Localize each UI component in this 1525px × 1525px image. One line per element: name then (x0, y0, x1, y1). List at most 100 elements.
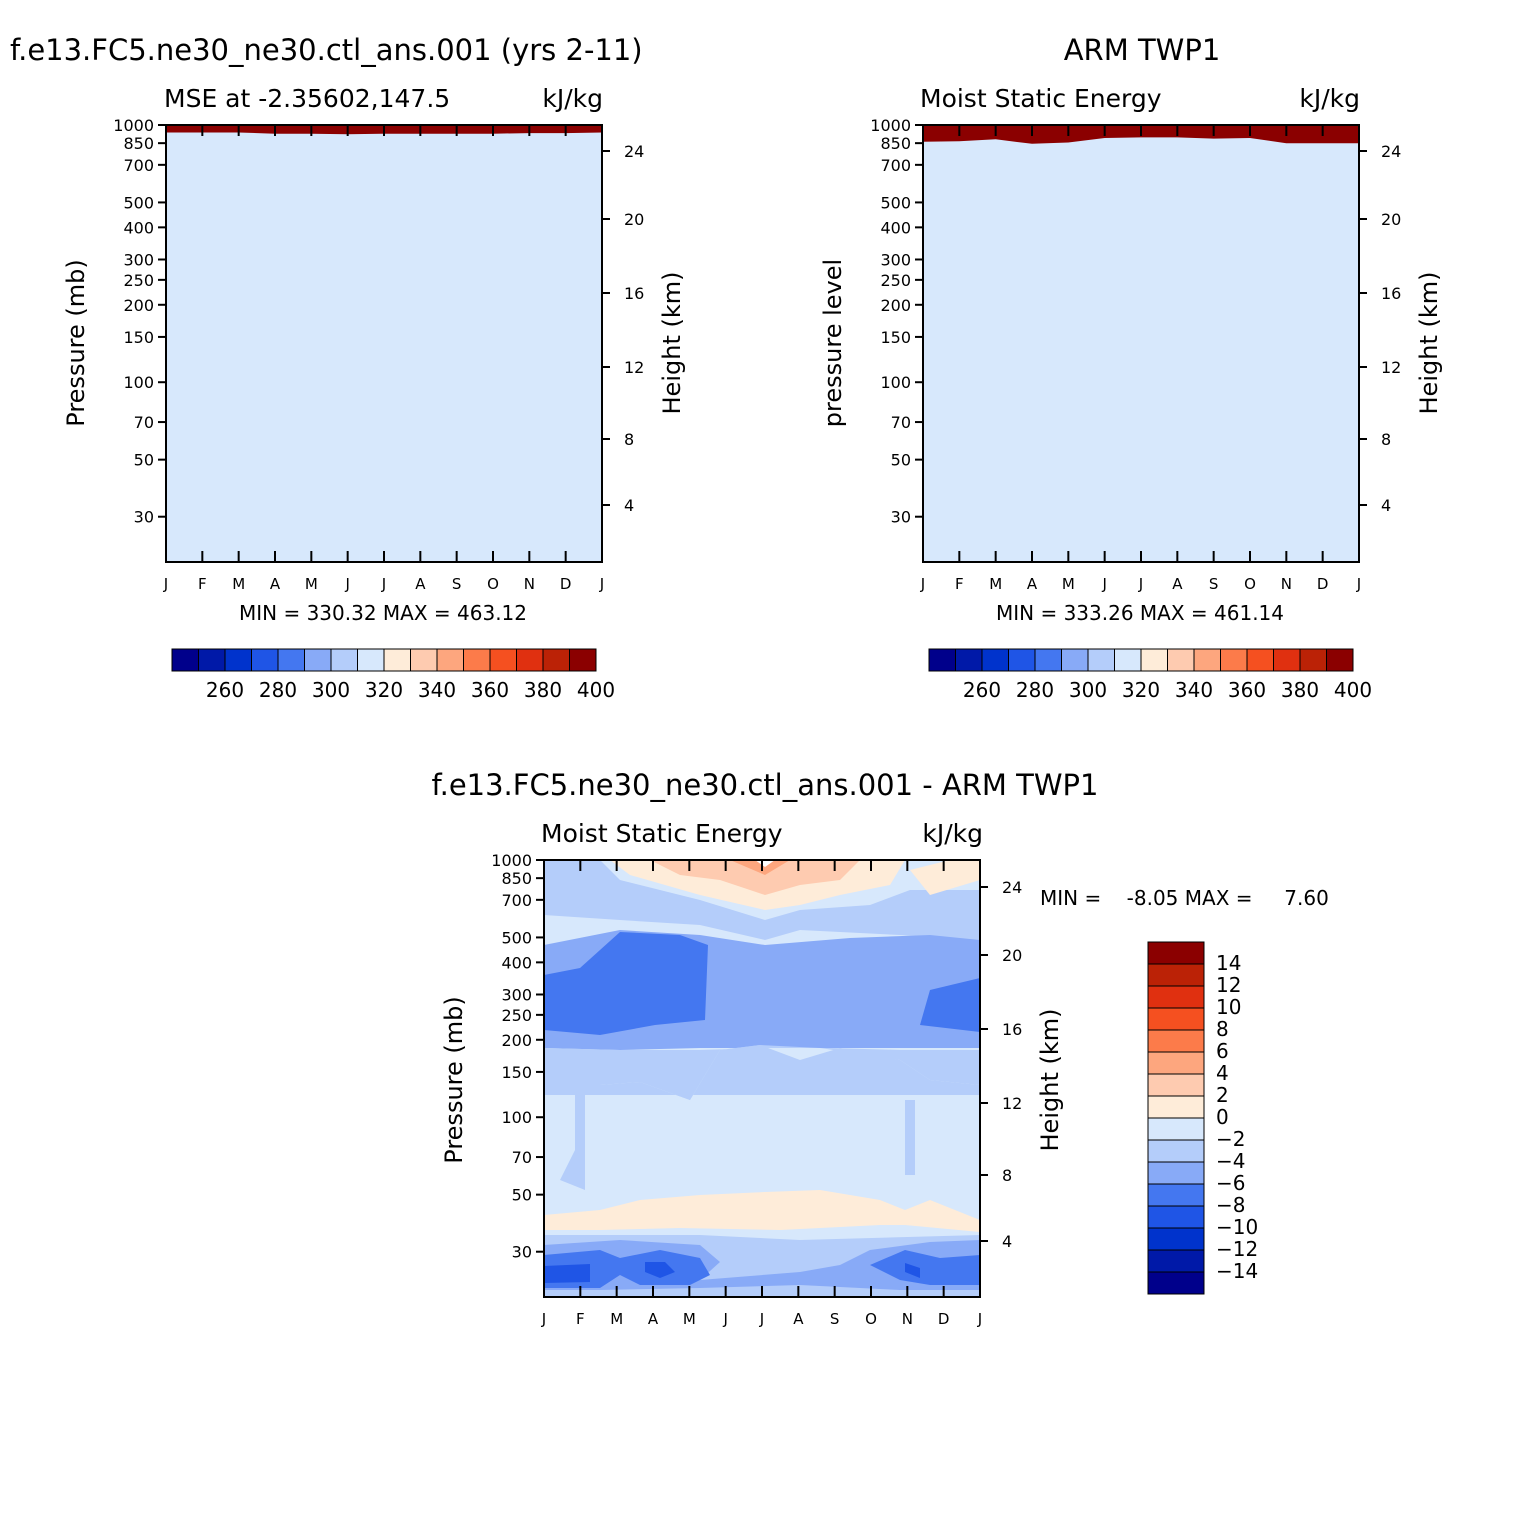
stats-label: MIN = 333.26 MAX = 461.14 (996, 601, 1284, 625)
colorbar-swatch (516, 648, 544, 672)
x-tick-label: N (524, 575, 535, 593)
y-tick-label: 250 (501, 1006, 532, 1025)
y-tick-label: 50 (134, 451, 154, 470)
colorbar-swatch (1061, 648, 1089, 672)
colorbar-swatch (304, 648, 332, 672)
colorbar-swatch (1147, 1007, 1205, 1031)
colorbar-label: 280 (1016, 678, 1054, 702)
y-tick-label: 50 (891, 451, 911, 470)
colorbar-swatch (436, 648, 464, 672)
y-tick-label: 150 (123, 328, 154, 347)
colorbar-label: 14 (1216, 951, 1241, 975)
colorbar-swatch (1087, 648, 1115, 672)
y-tick-label: 300 (880, 250, 911, 269)
colorbar-swatch (489, 648, 517, 672)
units-label: kJ/kg (922, 819, 983, 848)
x-tick-label: A (415, 575, 426, 593)
x-tick-label: J (381, 575, 386, 593)
x-tick-label: O (1244, 575, 1256, 593)
colorbar-swatch (1273, 648, 1301, 672)
y2-tick-label: 20 (1002, 946, 1022, 965)
y-tick-label: 1000 (491, 851, 532, 870)
colorbar-swatch (1193, 648, 1221, 672)
y-tick-label: 200 (123, 296, 154, 315)
colorbar-swatch (1147, 963, 1205, 987)
colorbar: 260 280 300 320 340 360 380 400 (928, 648, 1372, 702)
y-tick-label: 700 (501, 891, 532, 910)
y2-tick-label: 20 (624, 210, 644, 229)
x-tick-label: J (163, 575, 168, 593)
y2-tick-label: 24 (1381, 142, 1401, 161)
colorbar-swatch (955, 648, 983, 672)
colorbar-swatch (1147, 1183, 1205, 1207)
y2-tick-label: 8 (1381, 430, 1391, 449)
y-tick-label: 250 (123, 271, 154, 290)
colorbar-label: 260 (963, 678, 1001, 702)
colorbar-swatch (1299, 648, 1327, 672)
y-tick-label: 150 (501, 1063, 532, 1082)
y2-tick-label: 16 (624, 284, 644, 303)
colorbar-label: 360 (471, 678, 509, 702)
x-tick-label: D (938, 1310, 950, 1328)
y-tick-label: 500 (123, 193, 154, 212)
colorbar-label: 300 (312, 678, 350, 702)
plot-area: J F M A M J J A S O N D J 30 50 70 100 150 200 250 300 400 500… (870, 116, 1401, 593)
colorbar-swatch (1147, 1117, 1205, 1141)
x-tick-label: J (599, 575, 604, 593)
y-tick-label: 500 (880, 193, 911, 212)
colorbar-swatch (1147, 1139, 1205, 1163)
contour-band (923, 137, 1359, 562)
x-tick-label: J (344, 575, 349, 593)
x-tick-label: M (305, 575, 318, 593)
colorbar-swatch (1114, 648, 1142, 672)
colorbar: 260 280 300 320 340 360 380 400 (171, 648, 615, 702)
x-tick-label: A (793, 1310, 804, 1328)
plot-area: J F M A M J J A S O N D J 30 50 70 100 150 200 250 300 400 500… (113, 116, 644, 593)
colorbar-swatch (410, 648, 438, 672)
colorbar-swatch (981, 648, 1009, 672)
colorbar-label: 280 (259, 678, 297, 702)
y2-axis-label: Height (km) (658, 272, 686, 415)
colorbar-label: 2 (1216, 1083, 1229, 1107)
x-tick-label: A (1027, 575, 1038, 593)
plot-area: J F M A M J J A S O N D J 30 50 70 100 150 200 250 300 400 500… (491, 851, 1022, 1328)
colorbar-swatch (1147, 1271, 1205, 1295)
x-tick-label: M (683, 1310, 696, 1328)
colorbar-label: 400 (577, 678, 615, 702)
x-tick-label: F (576, 1310, 585, 1328)
contour-band (166, 132, 602, 562)
y-tick-label: 70 (891, 413, 911, 432)
colorbar-swatch (1147, 1073, 1205, 1097)
y2-tick-label: 12 (1381, 358, 1401, 377)
colorbar-swatch (1147, 1161, 1205, 1185)
colorbar-swatch (569, 648, 597, 672)
colorbar-label: −12 (1216, 1237, 1258, 1261)
colorbar-swatch (1140, 648, 1168, 672)
x-tick-label: J (920, 575, 925, 593)
y-tick-label: 100 (880, 373, 911, 392)
panel-title: ARM TWP1 (1064, 33, 1221, 67)
colorbar-label: 320 (1122, 678, 1160, 702)
y-tick-label: 200 (880, 296, 911, 315)
x-tick-label: J (541, 1310, 546, 1328)
colorbar-swatch (277, 648, 305, 672)
colorbar-label: 0 (1216, 1105, 1229, 1129)
y2-tick-label: 12 (1002, 1094, 1022, 1113)
colorbar-swatch (1008, 648, 1036, 672)
y-tick-label: 1000 (113, 116, 154, 135)
y-tick-label: 50 (512, 1186, 532, 1205)
colorbar-label: 340 (1175, 678, 1213, 702)
y-tick-label: 400 (880, 218, 911, 237)
units-label: kJ/kg (542, 84, 603, 113)
y-tick-label: 300 (501, 985, 532, 1004)
y-tick-label: 100 (123, 373, 154, 392)
x-tick-label: O (487, 575, 499, 593)
y-axis-label: Pressure (mb) (440, 996, 468, 1163)
y-tick-label: 30 (891, 508, 911, 527)
y-tick-label: 700 (123, 156, 154, 175)
colorbar-label: 10 (1216, 995, 1241, 1019)
y-tick-label: 200 (501, 1031, 532, 1050)
colorbar-label: −6 (1216, 1171, 1245, 1195)
